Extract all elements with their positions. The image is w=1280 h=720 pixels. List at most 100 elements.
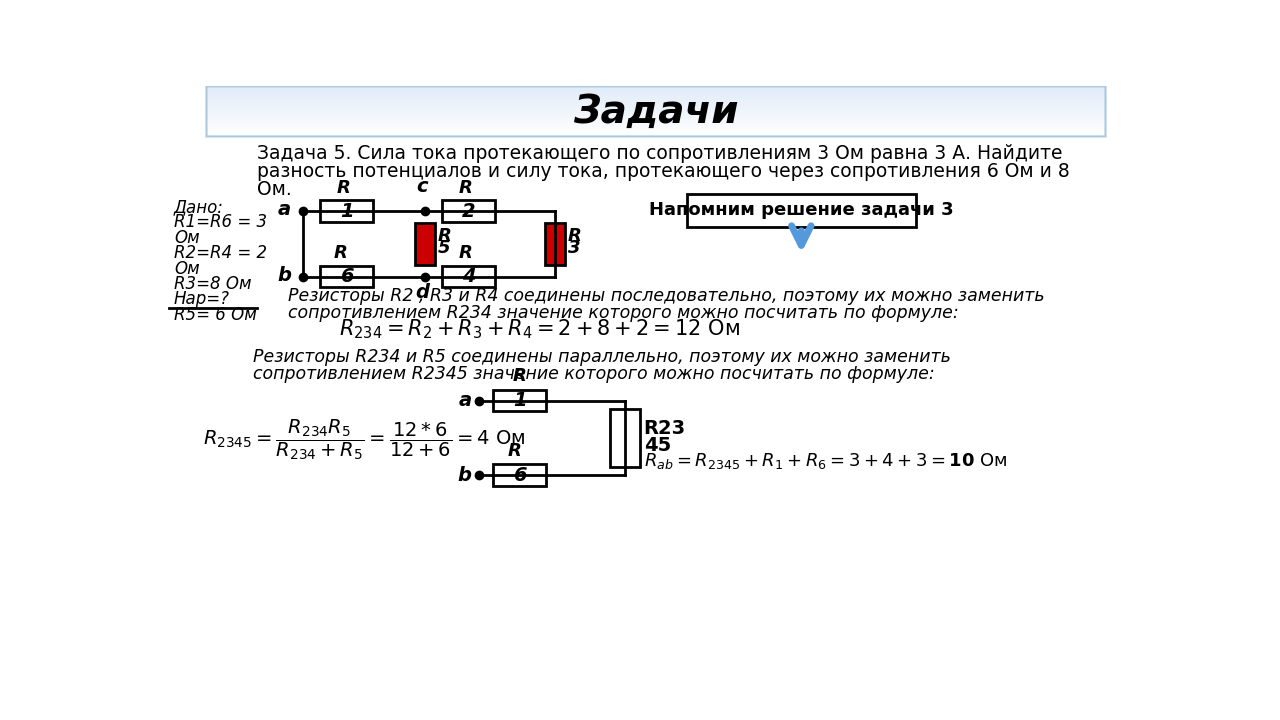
Bar	[206, 105, 1106, 106]
Bar	[206, 95, 1106, 96]
Text: Ом: Ом	[174, 260, 200, 278]
Bar	[206, 96, 1106, 97]
Bar	[206, 86, 1106, 87]
Bar	[206, 116, 1106, 117]
Text: 45: 45	[644, 436, 671, 455]
Text: R: R	[458, 179, 472, 197]
Bar	[206, 86, 1106, 87]
Bar	[206, 88, 1106, 89]
Bar	[206, 101, 1106, 102]
Bar	[206, 132, 1106, 133]
Bar	[206, 125, 1106, 127]
Text: a: a	[278, 200, 291, 219]
Text: d: d	[415, 283, 429, 302]
Bar	[206, 128, 1106, 129]
Text: Задачи: Задачи	[573, 92, 739, 130]
Bar	[206, 107, 1106, 108]
Bar	[206, 99, 1106, 100]
Bar	[206, 133, 1106, 134]
Text: R2=R4 = 2: R2=R4 = 2	[174, 244, 268, 262]
Bar	[206, 134, 1106, 135]
Bar	[206, 91, 1106, 92]
Bar	[206, 127, 1106, 128]
Bar	[206, 117, 1106, 118]
Bar	[206, 92, 1106, 93]
Text: 4: 4	[462, 267, 475, 286]
Text: разность потенциалов и силу тока, протекающего через сопротивления 6 Ом и 8: разность потенциалов и силу тока, протек…	[257, 162, 1070, 181]
Bar	[206, 121, 1106, 122]
Bar	[206, 125, 1106, 126]
Bar	[206, 102, 1106, 104]
Bar	[206, 87, 1106, 88]
Bar	[206, 122, 1106, 123]
Text: Напомним решение задачи 3: Напомним решение задачи 3	[649, 202, 954, 220]
Text: $R_{234} = R_2 + R_3 + R_4 = 2 + 8 + 2 = 12$ Ом: $R_{234} = R_2 + R_3 + R_4 = 2 + 8 + 2 =…	[339, 317, 740, 341]
Text: R: R	[334, 244, 347, 262]
Bar	[206, 129, 1106, 130]
Bar	[206, 88, 1106, 89]
Bar	[206, 110, 1106, 111]
Bar	[206, 103, 1106, 104]
Bar	[206, 102, 1106, 103]
Text: Дано:: Дано:	[174, 198, 224, 216]
Bar	[206, 114, 1106, 115]
Text: R5= 6 Ом: R5= 6 Ом	[174, 306, 257, 324]
Text: R: R	[438, 228, 452, 246]
Bar	[206, 119, 1106, 120]
Bar	[206, 129, 1106, 130]
Bar	[206, 94, 1106, 96]
Text: 6: 6	[513, 466, 526, 485]
Bar	[206, 118, 1106, 119]
Bar	[206, 104, 1106, 105]
Bar	[493, 464, 547, 486]
Bar	[206, 100, 1106, 101]
Text: 2: 2	[462, 202, 475, 220]
Text: R3=8 Ом: R3=8 Ом	[174, 275, 251, 293]
Bar	[206, 93, 1106, 94]
Bar	[206, 98, 1106, 99]
Bar	[493, 390, 547, 411]
Bar	[206, 119, 1106, 120]
Bar	[206, 107, 1106, 109]
Text: 3: 3	[567, 240, 580, 258]
Bar	[206, 124, 1106, 125]
Text: R1=R6 = 3: R1=R6 = 3	[174, 213, 268, 231]
Bar	[415, 222, 435, 265]
Bar	[206, 127, 1106, 128]
Text: Резисторы R2 , R3 и R4 соединены последовательно, поэтому их можно заменить: Резисторы R2 , R3 и R4 соединены последо…	[288, 287, 1044, 305]
Bar	[206, 135, 1106, 137]
Text: R: R	[337, 179, 351, 197]
Bar	[206, 120, 1106, 122]
Bar	[320, 266, 374, 287]
Bar	[206, 113, 1106, 114]
Text: a: a	[458, 391, 471, 410]
Bar	[206, 115, 1106, 116]
Bar	[206, 109, 1106, 110]
Bar	[206, 117, 1106, 118]
Bar	[206, 112, 1106, 113]
Bar	[206, 104, 1106, 105]
Text: сопротивлением R2345 значение которого можно посчитать по формуле:: сопротивлением R2345 значение которого м…	[253, 365, 934, 383]
Bar	[206, 112, 1106, 114]
Text: b: b	[457, 466, 471, 485]
Bar	[206, 130, 1106, 132]
Text: R: R	[567, 228, 581, 246]
Bar	[206, 123, 1106, 124]
Text: Нар=?: Нар=?	[174, 290, 230, 308]
Bar	[206, 132, 1106, 133]
Bar	[206, 126, 1106, 127]
Bar	[206, 122, 1106, 123]
Text: Резисторы R234 и R5 соединены параллельно, поэтому их можно заменить: Резисторы R234 и R5 соединены параллельн…	[253, 348, 951, 366]
Bar	[206, 97, 1106, 98]
Bar	[206, 90, 1106, 91]
Bar	[206, 111, 1106, 112]
Bar	[206, 97, 1106, 99]
Text: 1: 1	[340, 202, 353, 220]
Text: $R_{2345} = \dfrac{R_{234}R_5}{R_{234} + R_5} = \dfrac{12 * 6}{12 + 6} = 4$ Ом: $R_{2345} = \dfrac{R_{234}R_5}{R_{234} +…	[202, 418, 525, 462]
Text: Задача 5. Сила тока протекающего по сопротивлениям 3 Ом равна 3 А. Найдите: Задача 5. Сила тока протекающего по сопр…	[257, 144, 1062, 163]
Bar	[206, 111, 1106, 112]
Bar	[545, 222, 566, 265]
Bar	[206, 91, 1106, 92]
Bar	[206, 94, 1106, 95]
Bar	[206, 109, 1106, 110]
